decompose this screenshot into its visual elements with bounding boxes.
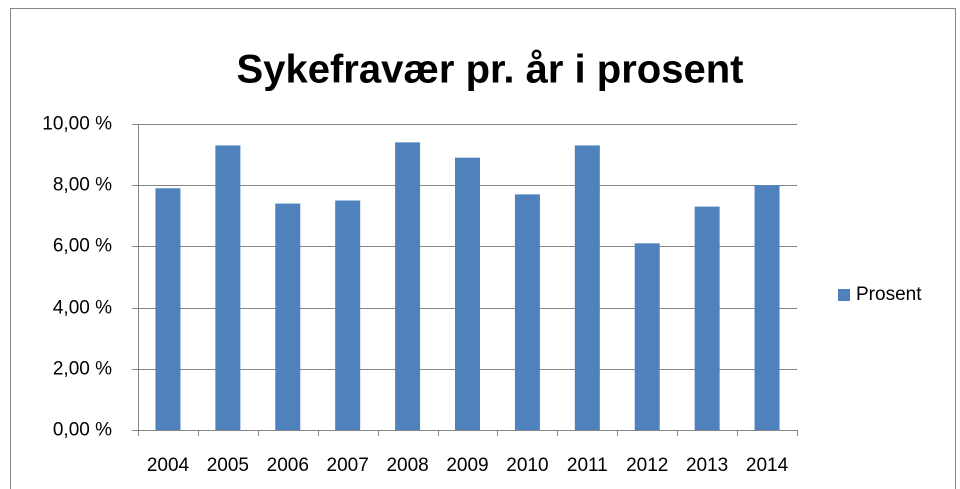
chart-title: Sykefravær pr. år i prosent [237, 48, 744, 92]
bar [514, 194, 540, 430]
x-tick-label: 2006 [267, 455, 309, 476]
x-tick-label: 2005 [207, 455, 249, 476]
legend-label: Prosent [856, 284, 922, 305]
y-tick-label: 10,00 % [42, 114, 112, 135]
y-tick-label: 6,00 % [53, 236, 112, 257]
bar [694, 206, 720, 430]
x-tick-label: 2004 [147, 455, 190, 476]
bar [275, 203, 301, 430]
bar [155, 188, 181, 430]
bar [455, 157, 480, 430]
x-tick-label: 2010 [506, 455, 548, 476]
x-tick-label: 2009 [446, 455, 488, 476]
bar [574, 145, 600, 431]
x-tick-label: 2012 [626, 455, 668, 476]
x-tick-label: 2013 [686, 455, 728, 476]
bar [754, 185, 780, 430]
y-tick-label: 0,00 % [53, 420, 112, 441]
y-tick-label: 4,00 % [53, 298, 112, 319]
bar [634, 243, 660, 430]
x-tick-label: 2014 [746, 455, 789, 476]
x-tick-label: 2007 [327, 455, 369, 476]
y-tick-label: 8,00 % [53, 175, 112, 196]
bar [215, 145, 241, 431]
x-tick-label: 2011 [567, 455, 608, 476]
bar [395, 142, 421, 431]
bar [335, 200, 361, 430]
legend-swatch [838, 289, 850, 301]
x-tick-label: 2008 [386, 455, 428, 476]
y-tick-label: 2,00 % [53, 359, 112, 380]
